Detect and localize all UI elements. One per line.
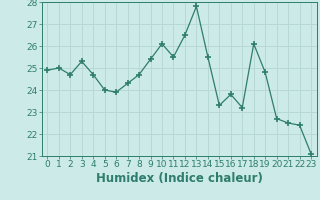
X-axis label: Humidex (Indice chaleur): Humidex (Indice chaleur)	[96, 172, 263, 185]
